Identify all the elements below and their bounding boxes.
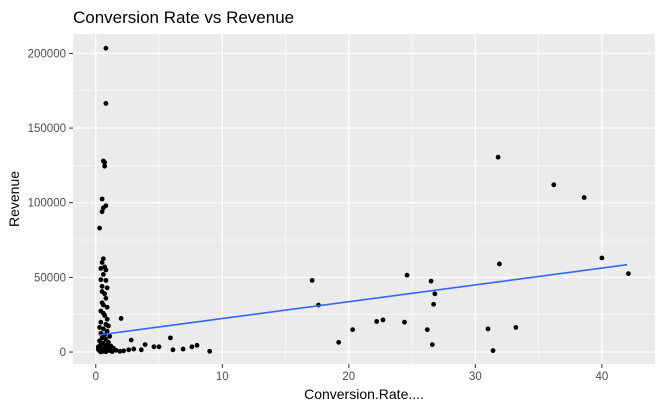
data-point [599,255,605,261]
x-axis-title: Conversion.Rate.... [304,386,424,402]
data-point [97,325,102,330]
data-point [194,342,200,348]
data-point [106,323,111,329]
data-point [131,346,137,352]
x-tick-label: 0 [93,371,99,383]
data-point [180,346,186,352]
data-point [113,347,119,353]
data-point [104,285,110,291]
data-point [432,291,438,297]
data-point [170,347,176,353]
plot-panel [73,34,655,364]
data-point [95,346,101,352]
data-point [102,160,108,165]
data-point [104,304,110,310]
data-point [138,347,144,353]
data-point [168,335,173,341]
data-point [106,345,111,351]
x-tick-label: 30 [469,371,482,383]
data-point [104,328,110,334]
data-point [581,195,587,200]
data-point [103,45,109,51]
chart-title: Conversion Rate vs Revenue [73,8,294,27]
data-point [100,256,106,262]
data-point [551,182,557,188]
data-point [380,317,386,323]
data-point [98,277,104,283]
data-point [424,327,430,333]
data-point [107,333,113,339]
major-gridlines [73,34,655,364]
data-point [100,326,106,332]
data-point [429,342,435,347]
minor-gridlines [73,34,655,364]
trend-line [99,263,628,336]
y-tick-label: 200000 [28,48,66,60]
data-point [126,347,132,353]
data-point [431,301,436,307]
y-tick-label: 0 [60,347,66,359]
data-point [103,277,109,283]
data-point [495,154,501,160]
data-point [207,348,213,354]
x-axis-ticks: 0 10 20 30 40 [93,364,608,383]
data-point [404,272,410,278]
data-point [513,325,519,330]
data-point [485,326,491,332]
data-point [103,101,109,106]
data-point [97,225,102,231]
data-point [156,344,162,350]
y-tick-label: 100000 [28,198,66,210]
y-tick-label: 150000 [28,123,66,135]
data-point [102,163,108,169]
data-point [99,283,105,289]
data-point [374,319,380,324]
y-axis-ticks: 0 50000 100000 150000 200000 [28,48,73,359]
data-point [428,278,434,284]
data-point [100,205,106,211]
data-point [100,302,106,308]
data-point [350,327,356,333]
data-point [309,277,315,283]
data-points [95,45,631,355]
data-point [102,313,108,318]
data-point [336,339,342,345]
data-point [98,319,104,325]
x-tick-label: 10 [216,371,229,383]
data-point [496,261,502,267]
data-point [104,316,110,322]
x-tick-label: 20 [342,371,355,383]
data-point [128,337,134,343]
data-point [189,344,195,350]
data-point [402,319,407,325]
y-tick-label: 50000 [34,272,66,284]
data-point [98,266,104,271]
y-axis-title: Revenue [6,171,22,227]
data-point [103,295,109,301]
x-tick-label: 40 [595,371,608,383]
data-point [117,348,123,354]
data-point [103,267,109,273]
data-point [121,348,127,354]
data-point [626,271,631,277]
data-point [142,342,148,347]
data-point [102,291,108,297]
data-point [490,348,496,353]
data-point [99,196,105,202]
data-point [97,338,102,344]
data-point [103,349,109,355]
data-point [151,344,157,350]
data-point [99,260,105,265]
data-point [99,209,105,215]
data-point [118,316,124,321]
data-point [100,272,106,277]
data-point [109,349,115,355]
